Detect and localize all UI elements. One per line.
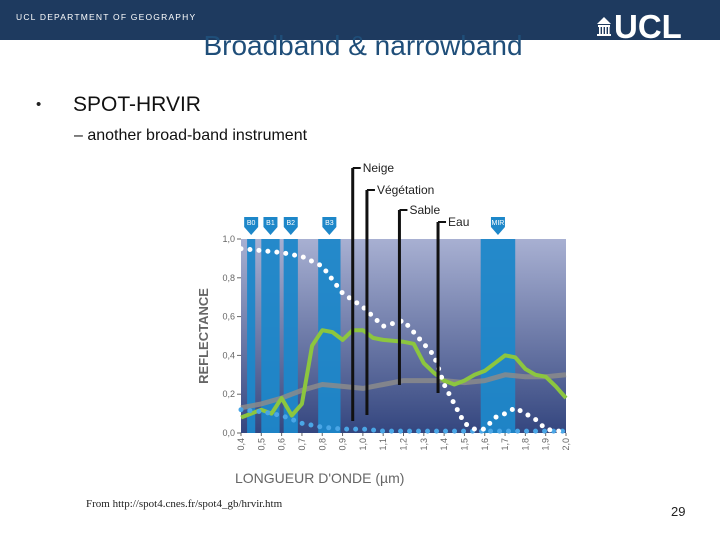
x-axis-label: LONGUEUR D'ONDE (µm)	[235, 470, 404, 486]
y-tick-label: 0,8	[222, 273, 235, 283]
slide-title: Broadband & narrowband	[203, 30, 523, 61]
annotation-vegetation: Végétation	[377, 183, 434, 197]
annotation-sable: Sable	[409, 203, 440, 217]
x-tick-label: 1,2	[399, 438, 409, 451]
y-tick-label: 0,6	[222, 312, 235, 322]
x-tick-label: 1,0	[358, 438, 368, 451]
band-label-b2: B2	[286, 220, 295, 227]
page-number: 29	[671, 504, 686, 519]
x-tick-label: 2,0	[561, 438, 571, 451]
x-tick-label: 1,4	[439, 438, 449, 451]
portico-icon	[597, 17, 611, 36]
band-marker-b2	[283, 217, 298, 235]
source-citation: From http://spot4.cnes.fr/spot4_gb/hrvir…	[86, 498, 283, 510]
y-tick-label: 0,2	[222, 389, 235, 399]
y-tick-label: 0,4	[222, 350, 235, 360]
band-label-b1: B1	[266, 220, 275, 227]
x-tick-label: 1,1	[378, 438, 388, 451]
ucl-logo: UCL	[597, 8, 682, 40]
x-tick-label: 0,6	[277, 438, 287, 451]
x-tick-label: 1,7	[500, 438, 510, 451]
x-tick-label: 1,3	[419, 438, 429, 451]
series-neige	[238, 246, 569, 434]
band-label-b3: B3	[325, 220, 334, 227]
y-tick-label: 0,0	[222, 428, 235, 438]
x-tick-label: 0,8	[317, 438, 327, 451]
band-b2	[283, 239, 298, 433]
series-vegetation	[240, 328, 568, 420]
band-b0	[247, 239, 256, 433]
band-label-b0: B0	[247, 220, 256, 227]
x-tick-label: 0,4	[236, 438, 246, 451]
logo-text: UCL	[614, 8, 682, 40]
sub-bullet-text: – another broad-band instrument	[74, 127, 308, 144]
band-marker-b3	[322, 217, 337, 235]
department-label: UCL DEPARTMENT OF GEOGRAPHY	[16, 12, 197, 22]
y-axis-label: REFLECTANCE	[197, 288, 211, 384]
x-tick-label: 0,5	[256, 438, 266, 451]
x-tick-label: 0,7	[297, 438, 307, 451]
band-label-mir: MIR	[492, 220, 505, 227]
series-eau	[238, 407, 569, 434]
x-tick-label: 1,8	[520, 438, 530, 451]
x-tick-label: 1,6	[480, 438, 490, 451]
bullet-text: SPOT-HRVIR	[73, 93, 201, 116]
annotation-eau: Eau	[448, 215, 469, 229]
x-tick-label: 0,9	[338, 438, 348, 451]
bullet-marker: •	[36, 96, 42, 113]
series-sable	[240, 372, 567, 411]
x-tick-label: 1,5	[459, 438, 469, 451]
band-marker-b0	[244, 217, 259, 235]
band-marker-b1	[263, 217, 278, 235]
band-marker-mir	[490, 217, 505, 235]
band-mir	[480, 239, 516, 433]
annotation-neige: Neige	[363, 161, 395, 175]
x-tick-label: 1,9	[541, 438, 551, 451]
band-b1	[261, 239, 280, 433]
y-tick-label: 1,0	[222, 234, 235, 244]
reflectance-chart: B0 B1 B2 B3 MIR 0,0 0,2 0,4 0,6 0,8 1,0 0,4 0,5 0,6 0,…	[197, 161, 571, 486]
